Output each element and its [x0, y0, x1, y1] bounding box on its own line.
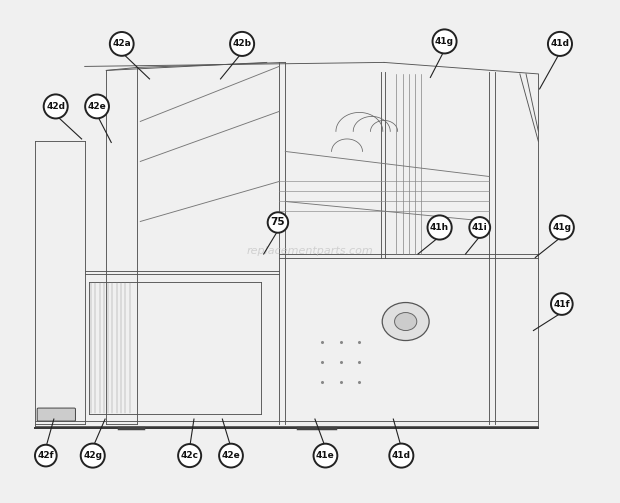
- Text: 41d: 41d: [392, 451, 411, 460]
- Text: 41d: 41d: [551, 39, 570, 48]
- Text: 41h: 41h: [430, 223, 449, 232]
- Text: 42d: 42d: [46, 102, 65, 111]
- Text: 42a: 42a: [112, 39, 131, 48]
- Text: 41g: 41g: [552, 223, 571, 232]
- Text: 42b: 42b: [232, 39, 252, 48]
- Text: 42c: 42c: [180, 451, 198, 460]
- Text: 75: 75: [270, 217, 285, 227]
- Text: replacementparts.com: replacementparts.com: [247, 246, 373, 257]
- Circle shape: [394, 312, 417, 330]
- Text: 42e: 42e: [87, 102, 107, 111]
- Text: 42g: 42g: [83, 451, 102, 460]
- Text: 41e: 41e: [316, 451, 335, 460]
- Text: 42f: 42f: [38, 451, 54, 460]
- Text: 42e: 42e: [221, 451, 241, 460]
- Text: 41i: 41i: [472, 223, 487, 232]
- Text: 41f: 41f: [554, 299, 570, 308]
- Text: 41g: 41g: [435, 37, 454, 46]
- Circle shape: [382, 302, 429, 341]
- FancyBboxPatch shape: [37, 408, 76, 421]
